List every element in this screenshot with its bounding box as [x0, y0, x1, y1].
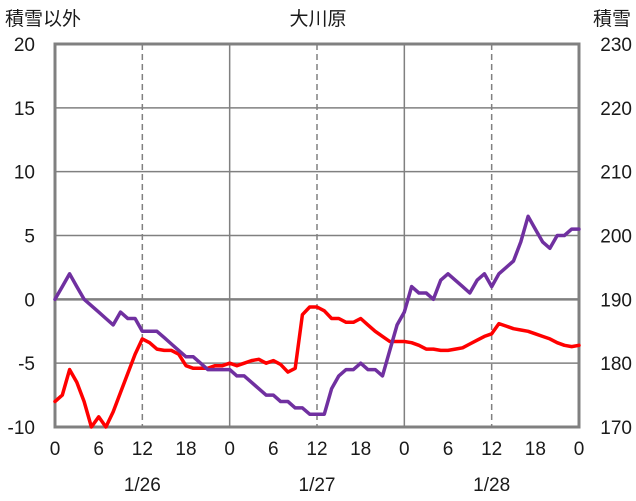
x-tick-label: 18	[525, 439, 546, 460]
x-tick-label: 0	[50, 439, 61, 460]
left-tick-label: 0	[24, 290, 35, 311]
right-tick-label: 230	[600, 35, 632, 56]
x-tick-label: 0	[574, 439, 585, 460]
date-labels: 1/26 1/27 1/28	[124, 475, 510, 496]
right-tick-label: 180	[600, 354, 632, 375]
x-tick-label: 12	[132, 439, 153, 460]
right-tick-labels: 230 220 210 200 190 180 170	[600, 35, 632, 439]
x-tick-label: 12	[306, 439, 327, 460]
left-axis-label: 積雪以外	[5, 8, 81, 30]
grid	[55, 43, 579, 428]
x-tick-label: 0	[399, 439, 410, 460]
left-tick-labels: 20 15 10 5 0 -5 -10	[8, 35, 35, 439]
x-tick-label: 18	[175, 439, 196, 460]
right-tick-label: 170	[600, 418, 632, 439]
left-tick-label: 5	[24, 227, 35, 248]
left-tick-label: -10	[8, 418, 35, 439]
x-tick-label: 6	[443, 439, 454, 460]
left-tick-label: 15	[14, 99, 35, 120]
right-tick-label: 220	[600, 99, 632, 120]
series-group	[53, 214, 581, 429]
left-tick-label: -5	[18, 354, 35, 375]
series-line-1	[53, 305, 581, 429]
right-tick-label: 200	[600, 227, 632, 248]
date-label: 1/28	[473, 475, 510, 496]
x-tick-label: 0	[224, 439, 235, 460]
left-tick-label: 20	[14, 35, 35, 56]
x-tick-label: 6	[93, 439, 104, 460]
x-tick-label: 12	[481, 439, 502, 460]
right-axis-label: 積雪	[593, 8, 631, 30]
x-tick-labels: 0 6 12 18 0 6 12 18 0 6 12 18 0	[50, 439, 585, 460]
x-tick-label: 6	[268, 439, 279, 460]
right-tick-label: 190	[600, 290, 632, 311]
plot-frame	[53, 42, 581, 429]
right-tick-label: 210	[600, 163, 632, 184]
date-label: 1/26	[124, 475, 161, 496]
date-label: 1/27	[299, 475, 336, 496]
x-tick-label: 18	[350, 439, 371, 460]
series-line-2	[53, 214, 581, 416]
chart-title: 大川原	[289, 8, 346, 30]
left-tick-label: 10	[14, 163, 35, 184]
